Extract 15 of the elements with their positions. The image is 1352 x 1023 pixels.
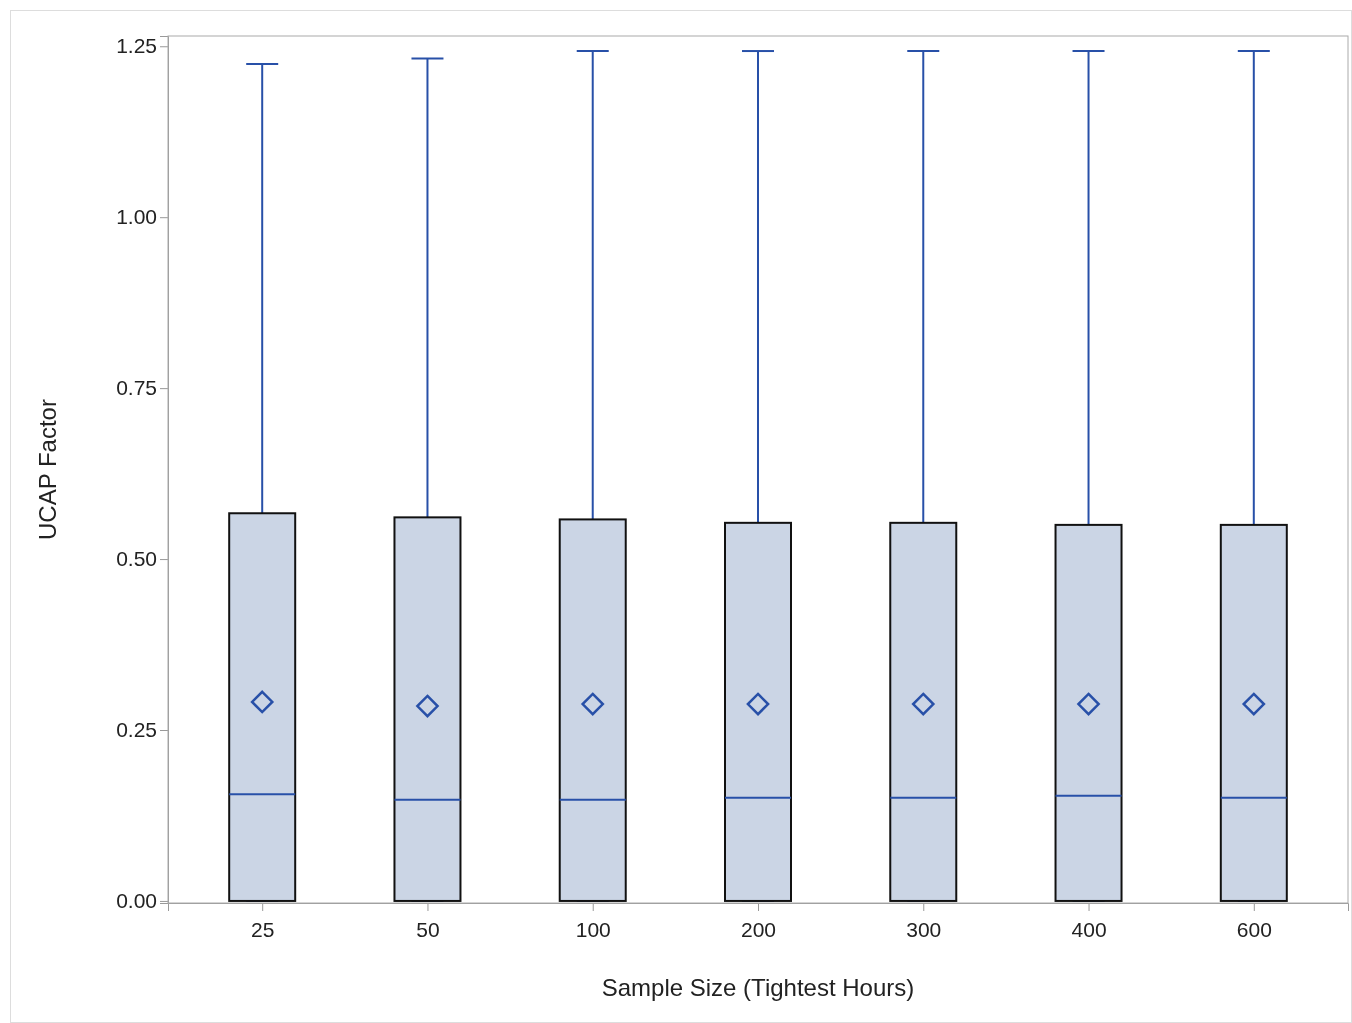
x-tick-label: 25 (251, 918, 275, 942)
y-tick-label: 0.50 (116, 547, 157, 571)
x-tick-label: 50 (416, 918, 440, 942)
x-tick-label: 200 (740, 918, 777, 942)
x-tick-label: 100 (575, 918, 611, 942)
x-tick-label: 300 (906, 918, 942, 942)
y-tick-label: 0.00 (116, 889, 157, 913)
x-tick-label: 400 (1071, 918, 1107, 942)
y-tick-label: 0.25 (116, 718, 157, 742)
x-axis-title: Sample Size (Tightest Hours) (601, 974, 915, 1001)
y-tick-label: 1.25 (116, 34, 157, 58)
y-axis-title: UCAP Factor (34, 399, 61, 540)
y-tick-label: 1.00 (116, 205, 157, 229)
x-tick-label: 600 (1236, 918, 1272, 942)
y-tick-label: 0.75 (116, 376, 157, 400)
